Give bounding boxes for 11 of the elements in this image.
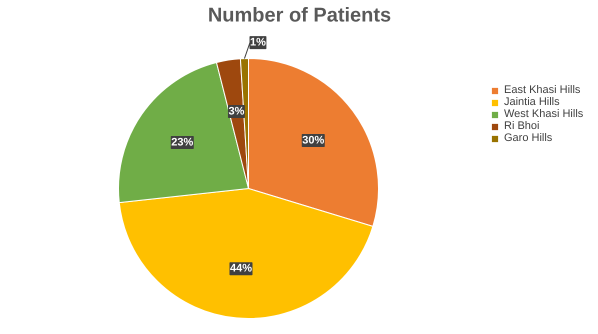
chart-title: Number of Patients: [208, 4, 392, 26]
legend-label: Ri Bhoi: [504, 120, 540, 132]
data-label: 23%: [171, 136, 194, 149]
legend-label: Garo Hills: [504, 132, 552, 144]
data-label: 30%: [302, 134, 324, 147]
legend-label: Jaintia Hills: [504, 96, 560, 108]
legend-label: East Khasi Hills: [504, 84, 580, 96]
data-label: 3%: [228, 105, 245, 118]
legend-label: West Khasi Hills: [504, 108, 584, 120]
data-label: 44%: [230, 262, 252, 275]
data-label: 1%: [250, 36, 266, 49]
